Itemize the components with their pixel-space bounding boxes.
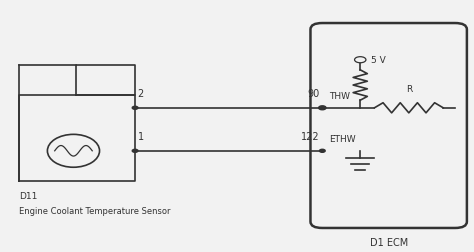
Text: 2: 2 bbox=[137, 88, 144, 98]
Text: THW: THW bbox=[329, 92, 350, 101]
Text: 122: 122 bbox=[301, 131, 320, 141]
Circle shape bbox=[355, 57, 366, 64]
Text: 1: 1 bbox=[137, 131, 144, 141]
Text: 5 V: 5 V bbox=[371, 56, 385, 65]
Text: R: R bbox=[406, 84, 412, 93]
Text: Engine Coolant Temperature Sensor: Engine Coolant Temperature Sensor bbox=[19, 207, 171, 216]
Text: 90: 90 bbox=[308, 88, 320, 98]
Circle shape bbox=[319, 150, 325, 153]
Circle shape bbox=[132, 150, 138, 153]
Ellipse shape bbox=[47, 135, 100, 168]
Text: D1 ECM: D1 ECM bbox=[370, 237, 408, 247]
Text: ETHW: ETHW bbox=[329, 135, 356, 144]
Circle shape bbox=[132, 107, 138, 110]
Circle shape bbox=[319, 106, 326, 110]
Text: D11: D11 bbox=[19, 192, 37, 201]
